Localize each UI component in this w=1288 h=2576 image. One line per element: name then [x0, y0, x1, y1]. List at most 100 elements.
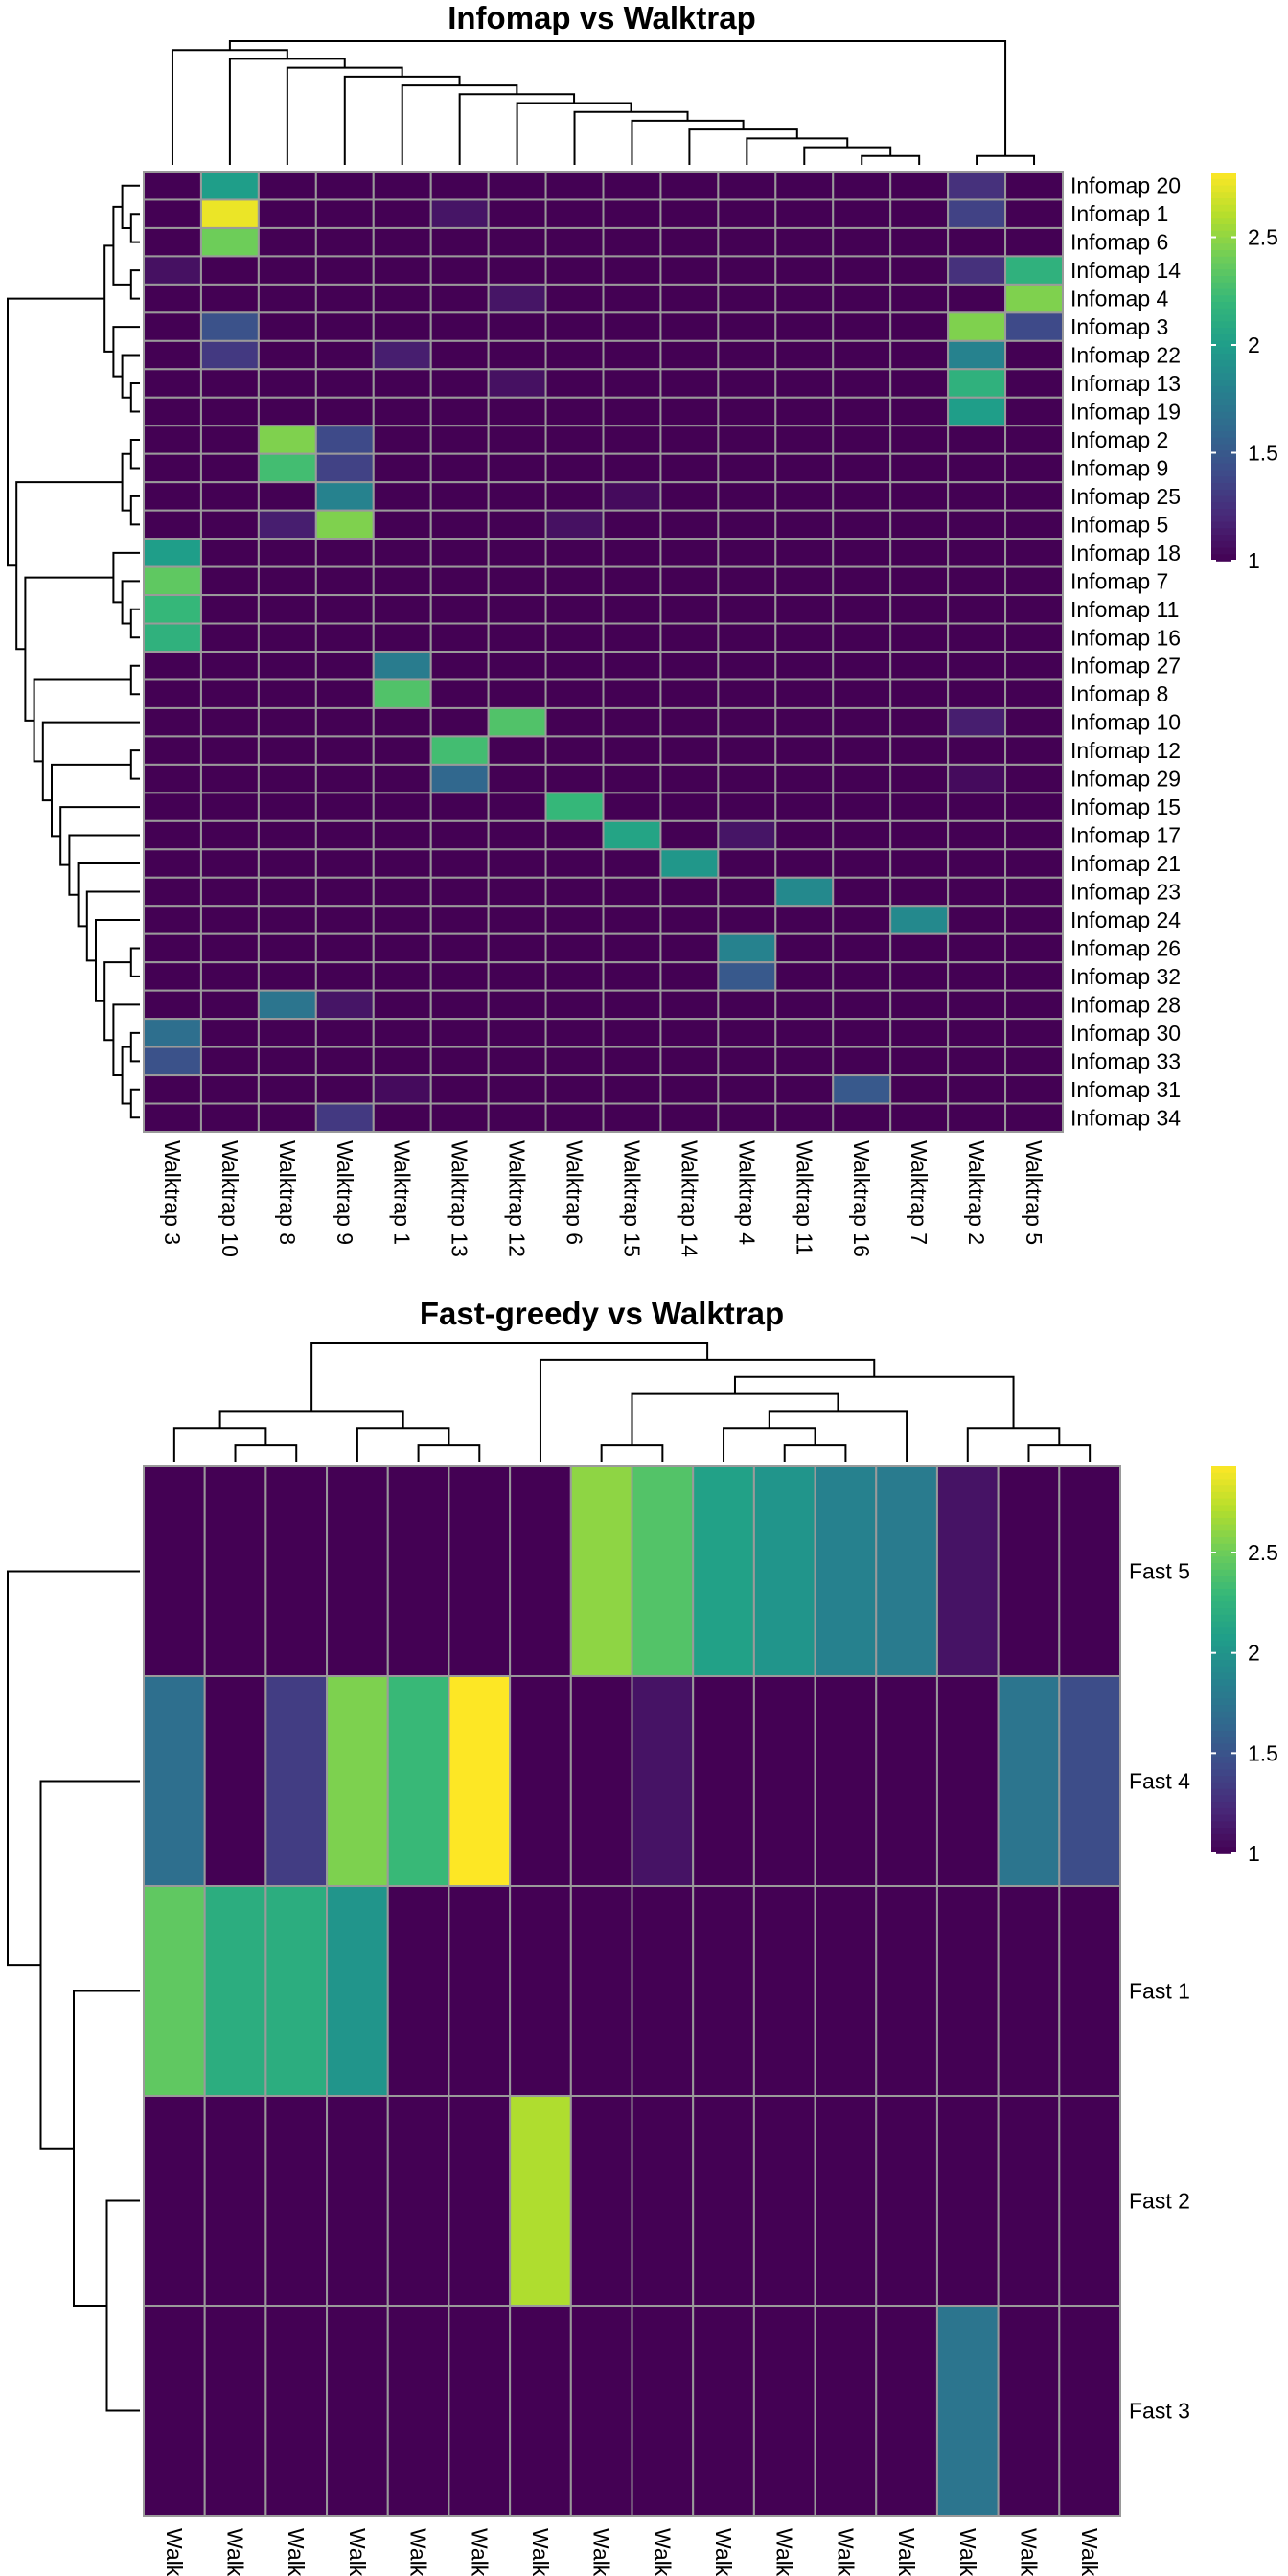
heatmap-cell — [429, 396, 490, 427]
legend-color-bar — [1211, 1736, 1236, 1745]
heatmap-cell — [889, 481, 950, 512]
legend-color-bar — [1211, 237, 1236, 245]
heatmap-cell — [429, 226, 490, 258]
legend-color-bar — [1211, 340, 1236, 349]
heatmap-cell — [487, 594, 547, 625]
heatmap-cell — [199, 538, 260, 568]
row-dendrogram-branch — [121, 1046, 131, 1105]
legend-color-bar — [1211, 1821, 1236, 1828]
legend-color-bar — [1211, 1731, 1236, 1738]
heatmap-cell — [774, 368, 835, 399]
heatmap-cell — [889, 1102, 950, 1134]
heatmap-cell — [1004, 171, 1064, 201]
heatmap-cell — [257, 311, 317, 342]
heatmap-cell — [1004, 509, 1064, 540]
row-label: Fast 5 — [1129, 1559, 1190, 1584]
legend-color-bar — [1211, 1653, 1236, 1661]
heatmap-cell — [544, 594, 605, 625]
heatmap-cell — [1004, 283, 1064, 314]
heatmap-cell — [372, 538, 432, 568]
heatmap-cell — [631, 2305, 695, 2517]
heatmap-cell — [314, 283, 375, 314]
column-dendrogram-branch — [539, 1358, 876, 1462]
legend-color-bar — [1211, 405, 1236, 413]
heatmap-cell — [659, 565, 720, 597]
heatmap-cell — [199, 452, 260, 484]
heatmap-cell — [386, 1885, 450, 2097]
heatmap-cell — [717, 171, 777, 201]
legend-color-bar — [1211, 1698, 1236, 1706]
heatmap-cell — [659, 339, 720, 371]
heatmap-cell — [832, 735, 892, 766]
heatmap-cell — [203, 1885, 267, 2097]
heatmap-cell — [935, 2305, 1000, 2517]
heatmap-cell — [143, 283, 202, 314]
heatmap-cell — [832, 425, 892, 455]
heatmap-cell — [774, 226, 835, 258]
heatmap-cell — [659, 283, 720, 314]
row-dendrogram-branch — [129, 269, 140, 300]
heatmap-cell — [429, 311, 490, 342]
row-label: Infomap 29 — [1070, 767, 1181, 792]
heatmap-cell — [314, 198, 375, 229]
heatmap-cell — [1004, 735, 1064, 766]
heatmap-cell — [947, 339, 1007, 371]
heatmap-cell — [832, 594, 892, 625]
heatmap-cell — [832, 876, 892, 908]
heatmap-cell — [752, 2095, 816, 2307]
heatmap-cell — [487, 283, 547, 314]
heatmap-cell — [602, 876, 662, 908]
heatmap-cell — [717, 1102, 777, 1134]
heatmap-cell — [717, 594, 777, 625]
row-label: Infomap 11 — [1070, 597, 1179, 622]
heatmap-cell — [774, 932, 835, 964]
column-label: Walktrap 11 — [792, 1140, 816, 1255]
heatmap-cell — [487, 509, 547, 540]
heatmap-cell — [199, 961, 260, 992]
heatmap-cell — [569, 2305, 633, 2517]
heatmap-cell — [372, 876, 432, 908]
heatmap-cell — [544, 226, 605, 258]
row-dendrogram-branch — [104, 961, 131, 1042]
heatmap-cell — [1004, 792, 1064, 822]
heatmap-cell — [429, 425, 490, 455]
row-dendrogram-branch — [112, 1003, 140, 1077]
heatmap-cell — [199, 594, 260, 625]
column-label: Walktrap 3 — [528, 2528, 553, 2576]
heatmap-cell — [1058, 1675, 1121, 1887]
heatmap-cell — [1004, 594, 1064, 625]
heatmap-cell — [544, 452, 605, 484]
heatmap-cell — [429, 622, 490, 654]
heatmap-cell — [717, 735, 777, 766]
heatmap-cell — [947, 226, 1007, 258]
legend-color-bar — [1211, 243, 1236, 251]
heatmap-cell — [1004, 255, 1064, 286]
heatmap-cell — [257, 368, 317, 399]
row-dendrogram-branch — [33, 678, 131, 763]
row-dendrogram-branch — [129, 494, 140, 526]
legend-color-bar — [1211, 1717, 1236, 1726]
legend-color-bar — [1211, 540, 1236, 549]
heatmap-cell — [947, 905, 1007, 935]
heatmap-cell — [257, 171, 317, 201]
heatmap-cell — [659, 706, 720, 738]
heatmap-cell — [947, 425, 1007, 455]
row-label: Infomap 34 — [1070, 1105, 1181, 1130]
column-label: Walktrap 7 — [907, 1140, 932, 1245]
heatmap-cell — [544, 283, 605, 314]
heatmap-cell — [199, 255, 260, 286]
heatmap-cell — [199, 311, 260, 342]
heatmap-cell — [602, 819, 662, 851]
heatmap-cell — [602, 651, 662, 681]
heatmap-cell — [544, 622, 605, 654]
heatmap-cell — [314, 171, 375, 201]
heatmap-cell — [602, 848, 662, 879]
heatmap-cell — [947, 1018, 1007, 1048]
heatmap-cell — [832, 1102, 892, 1134]
heatmap-cell — [544, 339, 605, 371]
heatmap-cell — [487, 1102, 547, 1134]
heatmap-cell — [774, 339, 835, 371]
heatmap-cell — [774, 171, 835, 201]
heatmap-cell — [832, 368, 892, 399]
heatmap-cell — [199, 792, 260, 822]
